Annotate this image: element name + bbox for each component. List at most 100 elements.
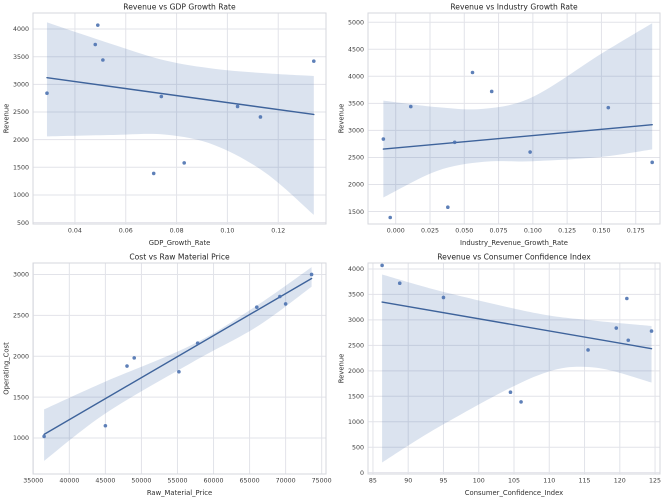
y-tick-label: 4000 [13, 26, 29, 33]
regression-line [43, 277, 313, 436]
scatter-point [103, 423, 108, 428]
scatter-point [381, 137, 386, 141]
x-tick-label: 85 [369, 478, 377, 485]
y-tick-label: 2500 [348, 155, 364, 162]
chart-revenue-vs-industry: 0.000 0.025 0.050 0.075 0.100 0.125 0.150 0.175… [338, 3, 661, 247]
y-tick-label: 1500 [13, 165, 29, 172]
x-tick-label: 90 [404, 478, 412, 485]
y-tick-label: 3000 [13, 272, 29, 279]
y-tick-label: 4000 [348, 266, 364, 273]
y-axis-label: Operating_Cost [3, 342, 11, 395]
scatter-point [96, 23, 100, 27]
scatter-point [519, 400, 523, 404]
scatter-point [452, 140, 457, 145]
scatter-point [586, 348, 590, 352]
plot-area [33, 13, 326, 224]
x-tick-label: 0.06 [119, 228, 133, 235]
y-tick-label: 1500 [13, 394, 29, 401]
scatter-point [258, 115, 263, 119]
chart-title: Revenue vs Consumer Confidence Index [437, 253, 591, 262]
x-tick-label: 0.075 [490, 228, 508, 235]
chart-title: Revenue vs Industry Growth Rate [450, 3, 578, 12]
y-tick-label: 4000 [348, 74, 364, 81]
scatter-point [101, 58, 105, 62]
x-tick-label: 115 [579, 478, 591, 485]
x-tick-label: 0.12 [271, 228, 285, 235]
scatter-point [470, 70, 475, 75]
y-tick-label: 2000 [13, 353, 29, 360]
axes-spine [32, 12, 327, 225]
x-tick-label: 0.175 [627, 228, 645, 235]
y-tick-label: 3500 [348, 101, 364, 108]
confidence-band [383, 23, 653, 198]
x-tick-label: 0.050 [455, 228, 473, 235]
scatter-point [649, 329, 654, 333]
x-tick-label: 0.04 [68, 228, 82, 235]
y-tick-label: 500 [17, 220, 29, 227]
regression-line [46, 77, 315, 116]
chart-revenue-vs-cci: 85 90 95 100 105 110 115 120 125 0 500 1000 1500 2000… [338, 253, 662, 498]
y-tick-label: 3500 [13, 54, 29, 61]
x-tick-label: 50000 [131, 478, 151, 485]
y-axis-label: Revenue [338, 104, 346, 134]
y-tick-label: 2500 [13, 313, 29, 320]
subplot-revenue-vs-cci: 85 90 95 100 105 110 115 120 125 0 500 1000 1500 2000… [335, 250, 669, 500]
scatter-point [235, 104, 240, 109]
scatter-point [650, 160, 654, 165]
axes-spine [32, 262, 327, 475]
subplot-cost-vs-raw-material: 35000 40000 45000 50000 55000 60000 65000 70000… [0, 250, 335, 500]
x-tick-label: 35000 [23, 478, 43, 485]
y-axis-label: Revenue [3, 104, 11, 134]
x-tick-label: 75000 [312, 478, 332, 485]
scatter-point [441, 295, 446, 300]
x-tick-label: 120 [614, 478, 626, 485]
scatter-point [312, 59, 316, 63]
x-tick-label: 0.125 [558, 228, 576, 235]
x-tick-label: 110 [543, 478, 555, 485]
subplot-revenue-vs-gdp: 0.04 0.06 0.08 0.10 0.12 500 1000 1500 2000 2500 3… [0, 0, 335, 250]
axes-spine [367, 262, 661, 475]
y-tick-label: 2000 [348, 368, 364, 375]
scatter-point [254, 305, 259, 309]
x-axis-label: Consumer_Confidence_Index [465, 489, 563, 497]
scatter-point [42, 434, 46, 439]
x-tick-label: 55000 [167, 478, 187, 485]
x-tick-label: 0.150 [592, 228, 610, 235]
y-tick-label: 1000 [348, 419, 364, 426]
x-tick-label: 60000 [204, 478, 224, 485]
subplot-revenue-vs-industry: 0.000 0.025 0.050 0.075 0.100 0.125 0.150 0.175… [335, 0, 669, 250]
y-tick-label: 500 [352, 444, 364, 451]
x-tick-label: 0.100 [524, 228, 542, 235]
regression-line [382, 124, 653, 150]
confidence-band [46, 22, 314, 215]
confidence-band [44, 267, 312, 461]
y-tick-label: 3000 [348, 128, 364, 135]
y-tick-label: 5000 [348, 19, 364, 26]
regression-line [381, 301, 653, 350]
scatter-point [151, 171, 156, 176]
scatter-point [45, 91, 49, 95]
x-tick-label: 105 [508, 478, 520, 485]
scatter-point [408, 104, 413, 109]
x-axis-label: Industry_Revenue_Growth_Rate [460, 239, 568, 247]
y-tick-label: 4500 [348, 46, 364, 53]
chart-revenue-vs-gdp: 0.04 0.06 0.08 0.10 0.12 500 1000 1500 2000 2500 3… [3, 3, 327, 247]
x-tick-label: 0.08 [170, 228, 184, 235]
y-tick-label: 2500 [13, 109, 29, 116]
confidence-band [382, 274, 652, 463]
scatter-point [278, 294, 282, 299]
x-tick-label: 100 [473, 478, 485, 485]
scatter-point [159, 94, 164, 99]
scatter-point [195, 341, 200, 345]
scatter-point [93, 42, 98, 47]
x-tick-label: 65000 [240, 478, 260, 485]
scatter-point [132, 356, 137, 360]
scatter-point [626, 338, 631, 343]
chart-title: Revenue vs GDP Growth Rate [123, 3, 236, 12]
scatter-point [397, 281, 402, 286]
x-tick-label: 125 [649, 478, 661, 485]
scatter-point [508, 390, 513, 395]
scatter-point [380, 263, 384, 268]
y-tick-label: 1500 [348, 393, 364, 400]
scatter-point [283, 302, 288, 306]
